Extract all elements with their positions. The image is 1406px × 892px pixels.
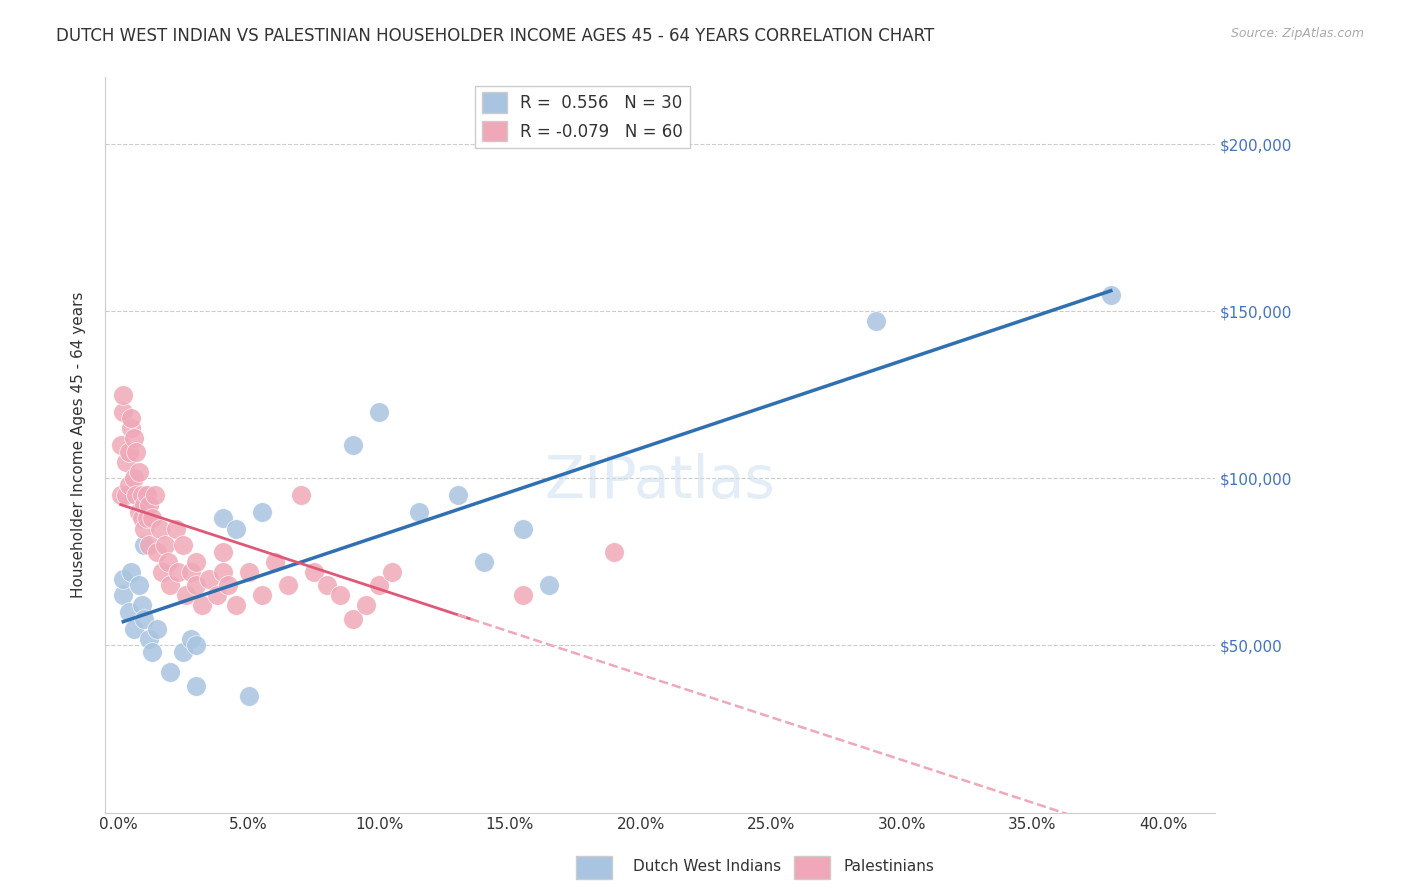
Point [180,632,202,646]
Point [342,438,364,452]
Point [122,622,145,636]
Point [368,404,391,418]
Point [131,599,153,613]
Point [125,488,148,502]
Text: Palestinians: Palestinians [844,859,935,874]
Point [138,632,160,646]
Point [190,599,212,613]
Point [472,555,495,569]
Point [110,438,132,452]
Point [180,565,202,579]
Point [250,505,273,519]
Point [165,522,187,536]
Point [141,511,163,525]
Point [1099,287,1122,301]
Point [211,545,233,559]
Point [381,565,404,579]
Point [115,488,138,502]
Point [277,578,299,592]
Point [217,578,239,592]
Point [211,511,233,525]
Point [368,578,391,592]
Point [128,505,150,519]
Point [141,645,163,659]
Point [125,444,148,458]
Point [112,404,135,418]
Point [290,488,312,502]
Point [120,411,142,425]
Point [186,555,208,569]
Point [138,538,160,552]
Point [172,538,194,552]
Point [211,565,233,579]
Text: Source: ZipAtlas.com: Source: ZipAtlas.com [1230,27,1364,40]
Point [186,679,208,693]
Point [225,599,247,613]
Point [603,545,626,559]
Point [238,565,260,579]
Point [186,639,208,653]
Point [159,665,181,680]
Point [512,588,534,602]
Point [512,522,534,536]
Point [354,599,377,613]
Point [135,488,157,502]
Point [149,522,172,536]
Point [122,471,145,485]
Point [342,612,364,626]
Point [120,421,142,435]
Point [174,588,197,602]
Text: DUTCH WEST INDIAN VS PALESTINIAN HOUSEHOLDER INCOME AGES 45 - 64 YEARS CORRELATI: DUTCH WEST INDIAN VS PALESTINIAN HOUSEHO… [56,27,935,45]
Point [134,498,156,512]
Point [865,314,887,328]
Point [112,572,135,586]
Point [329,588,352,602]
Point [112,588,135,602]
Point [128,578,150,592]
Y-axis label: Householder Income Ages 45 - 64 years: Householder Income Ages 45 - 64 years [72,292,86,599]
Point [167,565,190,579]
Point [143,488,166,502]
Legend: R =  0.556   N = 30, R = -0.079   N = 60: R = 0.556 N = 30, R = -0.079 N = 60 [475,86,690,148]
Point [138,498,160,512]
Point [131,511,153,525]
Point [134,522,156,536]
Point [159,578,181,592]
Point [122,431,145,445]
Point [316,578,339,592]
Point [115,455,138,469]
Point [146,622,169,636]
Point [134,612,156,626]
Point [110,488,132,502]
Point [152,565,174,579]
Point [134,538,156,552]
Point [153,538,176,552]
Point [263,555,285,569]
Point [146,545,169,559]
Point [207,588,229,602]
Point [172,645,194,659]
Point [117,444,139,458]
Point [408,505,430,519]
Point [250,588,273,602]
Point [117,605,139,619]
Point [156,555,179,569]
Point [238,689,260,703]
Point [302,565,325,579]
Point [120,565,142,579]
Point [117,478,139,492]
Point [225,522,247,536]
Point [128,465,150,479]
Point [131,488,153,502]
Point [186,578,208,592]
Point [447,488,470,502]
Text: Dutch West Indians: Dutch West Indians [633,859,780,874]
Text: ZIPatlas: ZIPatlas [544,453,776,510]
Point [538,578,561,592]
Point [198,572,221,586]
Point [112,388,135,402]
Point [135,511,157,525]
